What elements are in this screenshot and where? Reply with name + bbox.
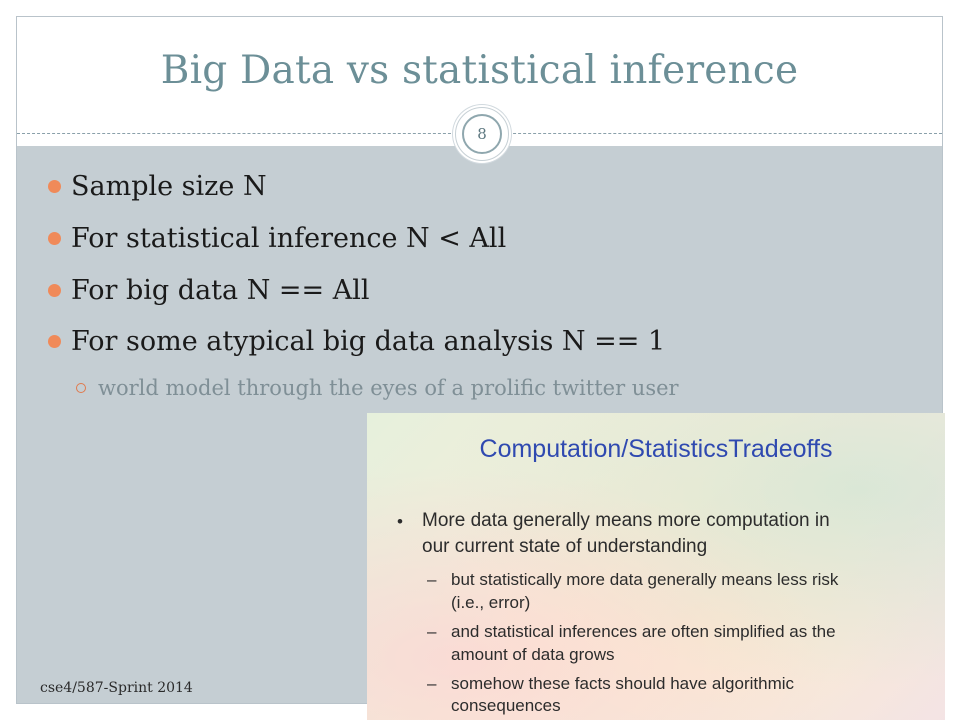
bullet-text: Sample size N <box>71 171 267 202</box>
bullet-dot-icon <box>48 335 61 348</box>
inset-sub-point-line: consequences <box>451 696 561 715</box>
ring-bullet-icon <box>76 383 86 393</box>
inset-main-point-line: our current state of understanding <box>422 536 708 557</box>
bullet-dot-icon <box>48 284 61 297</box>
inset-sub-point-line: amount of data grows <box>451 645 615 664</box>
inset-dash-icon: – <box>427 674 437 693</box>
bullet-text: For big data N == All <box>71 275 370 306</box>
bullet-item: Sample size N <box>48 171 267 202</box>
bullet-dot-icon <box>48 232 61 245</box>
inset-sub-point-line: and statistical inferences are often sim… <box>451 622 836 641</box>
slide-number-badge: 8 <box>455 107 509 161</box>
bullet-text: For some atypical big data analysis N ==… <box>71 326 666 357</box>
inset-image-slide: Computation/StatisticsTradeoffs • More d… <box>367 413 945 720</box>
bullet-item: For big data N == All <box>48 275 370 306</box>
inset-bullet-icon: • <box>397 512 403 531</box>
slide-title: Big Data vs statistical inference <box>160 48 799 93</box>
bullet-item: For some atypical big data analysis N ==… <box>48 326 665 357</box>
inset-sub-point-line: but statistically more data generally me… <box>451 570 839 589</box>
inset-sub-point-line: somehow these facts should have algorith… <box>451 674 795 693</box>
inset-dash-icon: – <box>427 570 437 589</box>
sub-bullet-item: world model through the eyes of a prolif… <box>76 376 679 400</box>
inset-main-point-line: More data generally means more computati… <box>422 510 830 531</box>
bullet-text: For statistical inference N < All <box>71 223 507 254</box>
bullet-dot-icon <box>48 180 61 193</box>
footer-text: cse4/587-Sprint 2014 <box>40 680 193 696</box>
inset-dash-icon: – <box>427 622 437 641</box>
bullet-item: For statistical inference N < All <box>48 223 506 254</box>
sub-bullet-text: world model through the eyes of a prolif… <box>98 376 679 400</box>
inset-title: Computation/StatisticsTradeoffs <box>479 435 833 463</box>
slide-number: 8 <box>462 114 502 154</box>
inset-sub-point-line: (i.e., error) <box>451 593 531 612</box>
